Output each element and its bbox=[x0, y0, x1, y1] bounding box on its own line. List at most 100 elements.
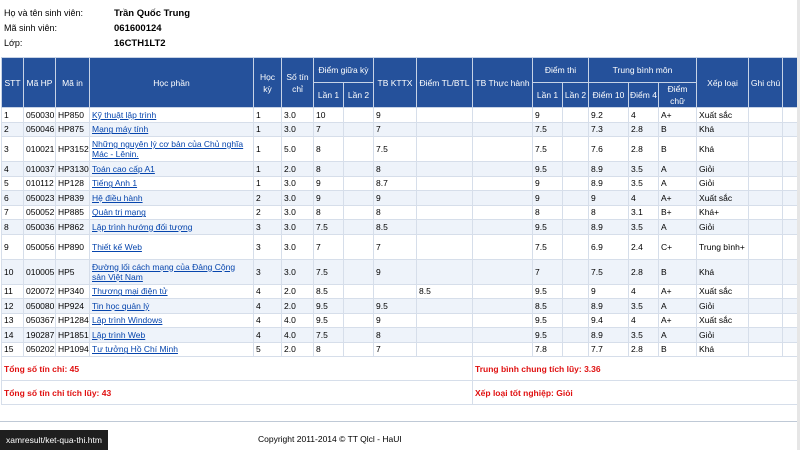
student-info: Họ và tên sinh viên: Trần Quốc Trung Mã … bbox=[4, 6, 190, 51]
row-score-4: 3.5 bbox=[628, 298, 659, 314]
row-print-code: HP5 bbox=[55, 258, 90, 285]
row-note bbox=[748, 204, 784, 220]
row-tl-btl bbox=[416, 190, 473, 206]
row-exam-1: 9.5 bbox=[532, 283, 563, 299]
row-exam-2 bbox=[562, 136, 589, 162]
row-semester: 4 bbox=[253, 283, 282, 299]
row-print-code: HP875 bbox=[55, 121, 90, 137]
row-practice bbox=[472, 161, 533, 177]
row-score-4: 4 bbox=[628, 190, 659, 206]
course-link[interactable]: Tin học quản lý bbox=[92, 300, 150, 311]
row-practice bbox=[472, 283, 533, 299]
row-note bbox=[748, 219, 784, 235]
row-exam-1: 9.5 bbox=[532, 161, 563, 177]
row-letter-grade: A bbox=[657, 298, 698, 314]
col-stt: STT bbox=[1, 57, 24, 108]
row-course-code: 050202 bbox=[23, 341, 56, 357]
course-link[interactable]: Đường lối cách mạng của Đảng Cộng sản Vi… bbox=[92, 261, 236, 282]
row-score-4: 3.5 bbox=[628, 161, 659, 177]
row-stt: 13 bbox=[1, 312, 24, 328]
course-link[interactable]: Kỹ thuật lập trình bbox=[92, 109, 157, 120]
course-link[interactable]: Tiếng Anh 1 bbox=[92, 178, 138, 189]
row-credits: 2.0 bbox=[281, 298, 314, 314]
row-credits: 3.0 bbox=[281, 175, 314, 191]
row-note bbox=[748, 233, 784, 260]
col-tb-thuc-hanh: TB Thực hành bbox=[472, 57, 533, 108]
row-score-10: 8.9 bbox=[588, 175, 629, 191]
row-practice bbox=[472, 312, 533, 328]
row-score-4: 4 bbox=[628, 312, 659, 328]
copyright-text: Copyright 2011-2014 © TT Qlcl - HaUI bbox=[258, 434, 402, 444]
row-course-cell: Lập trình Windows bbox=[89, 312, 254, 328]
row-exam-1: 9.5 bbox=[532, 327, 563, 343]
row-credits: 3.0 bbox=[281, 190, 314, 206]
col-hoc-ky: Học kỳ bbox=[253, 57, 282, 108]
row-credits: 4.0 bbox=[281, 312, 314, 328]
row-tl-btl bbox=[416, 312, 473, 328]
row-score-4: 2.8 bbox=[628, 258, 659, 285]
course-link[interactable]: Mạng máy tính bbox=[92, 124, 149, 135]
row-note bbox=[748, 283, 784, 299]
course-link[interactable]: Quản trị mạng bbox=[92, 207, 146, 218]
course-link[interactable]: Toán cao cấp A1 bbox=[92, 163, 155, 174]
row-exam-2 bbox=[562, 107, 589, 123]
row-print-code: HP340 bbox=[55, 283, 90, 299]
row-tb-kttx: 8.7 bbox=[373, 175, 417, 191]
course-link[interactable]: Lập trình Web bbox=[92, 329, 146, 340]
course-link[interactable]: Lập trình hướng đối tượng bbox=[92, 221, 193, 232]
row-stt: 15 bbox=[1, 341, 24, 357]
table-row: 2 050046 HP875 Mạng máy tính 1 3.0 7 7 7.5 7.3 2.8… bbox=[1, 121, 800, 137]
row-print-code: HP128 bbox=[55, 175, 90, 191]
course-link[interactable]: Tư tưởng Hồ Chí Minh bbox=[92, 344, 178, 355]
row-rank: Trung bình+ bbox=[696, 233, 750, 260]
row-stt: 1 bbox=[1, 107, 24, 123]
row-score-10: 8 bbox=[588, 204, 629, 220]
row-midterm-2 bbox=[343, 312, 374, 328]
col-thi-lan1: Lần 1 bbox=[532, 82, 563, 108]
row-tb-kttx: 7 bbox=[373, 341, 417, 357]
row-midterm-2 bbox=[343, 136, 374, 162]
course-link[interactable]: Lập trình Windows bbox=[92, 315, 163, 326]
course-link[interactable]: Những nguyên lý cơ bản của Chủ nghĩa Mác… bbox=[92, 139, 244, 159]
row-semester: 3 bbox=[253, 258, 282, 285]
row-midterm-2 bbox=[343, 283, 374, 299]
row-note bbox=[748, 175, 784, 191]
row-score-4: 4 bbox=[628, 283, 659, 299]
row-score-10: 8.9 bbox=[588, 219, 629, 235]
row-course-cell: Tư tưởng Hồ Chí Minh bbox=[89, 341, 254, 357]
col-ma-hp: Mã HP bbox=[23, 57, 56, 108]
student-class: 16CTH1LT2 bbox=[114, 38, 166, 49]
row-tl-btl bbox=[416, 327, 473, 343]
row-print-code: HP3152 bbox=[55, 136, 90, 162]
row-feedback bbox=[782, 219, 800, 235]
table-row: 12 050080 HP924 Tin học quản lý 4 2.0 9.5 9.5 8.… bbox=[1, 298, 800, 314]
course-link[interactable]: Thương mại điện tử bbox=[92, 286, 168, 297]
row-semester: 4 bbox=[253, 312, 282, 328]
row-letter-grade: A bbox=[657, 161, 698, 177]
row-course-cell: Tiếng Anh 1 bbox=[89, 175, 254, 191]
row-tb-kttx: 9 bbox=[373, 190, 417, 206]
graduation-rank: Xếp loại tốt nghiệp: Giỏi bbox=[475, 387, 573, 398]
row-practice bbox=[472, 327, 533, 343]
student-name-row: Họ và tên sinh viên: Trần Quốc Trung bbox=[4, 6, 190, 21]
row-rank: Khá bbox=[696, 258, 750, 285]
row-stt: 4 bbox=[1, 161, 24, 177]
row-letter-grade: B bbox=[657, 258, 698, 285]
row-stt: 11 bbox=[1, 283, 24, 299]
row-exam-2 bbox=[562, 161, 589, 177]
row-stt: 2 bbox=[1, 121, 24, 137]
row-course-code: 010021 bbox=[23, 136, 56, 162]
row-rank: Xuất sắc bbox=[696, 190, 750, 206]
page-scrollbar[interactable] bbox=[797, 0, 800, 450]
row-score-4: 3.5 bbox=[628, 175, 659, 191]
course-link[interactable]: Thiết kế Web bbox=[92, 241, 142, 252]
table-row: 5 010112 HP128 Tiếng Anh 1 1 3.0 9 8.7 9 8.9 3.5 A G… bbox=[1, 175, 800, 191]
row-practice bbox=[472, 258, 533, 285]
course-link[interactable]: Hệ điều hành bbox=[92, 192, 143, 203]
row-note bbox=[748, 161, 784, 177]
row-stt: 7 bbox=[1, 204, 24, 220]
row-exam-2 bbox=[562, 175, 589, 191]
row-print-code: HP862 bbox=[55, 219, 90, 235]
row-midterm-2 bbox=[343, 190, 374, 206]
table-row: 15 050202 HP1094 Tư tưởng Hồ Chí Minh 5 2.0 8 7… bbox=[1, 341, 800, 357]
